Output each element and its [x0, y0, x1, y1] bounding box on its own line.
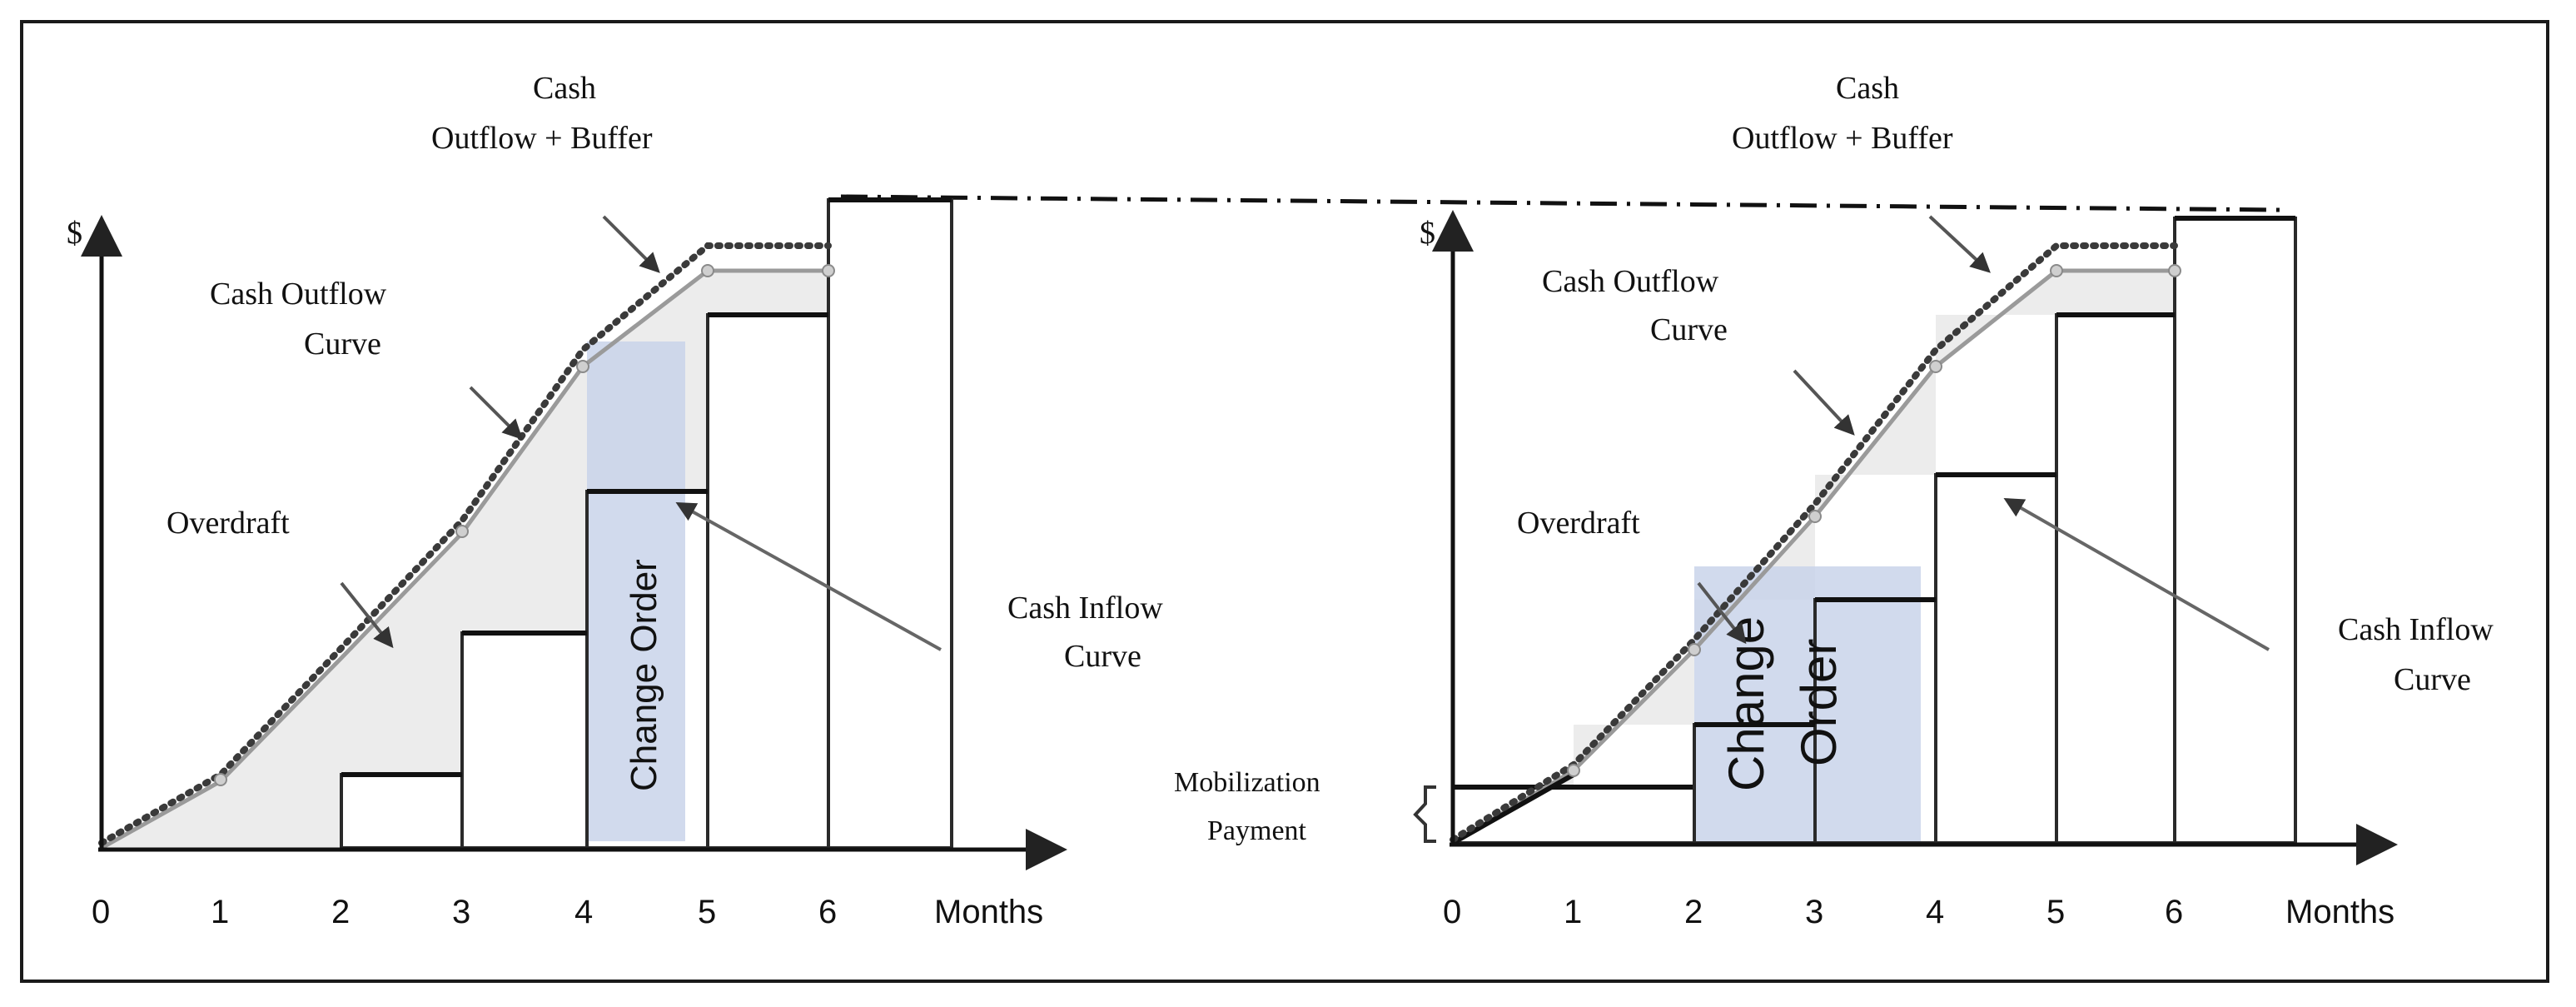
left-x-tick: 0	[92, 894, 110, 930]
right-change-order-label-word2: Order	[1791, 639, 1847, 766]
left-buffer-label-line2: Outflow + Buffer	[431, 121, 653, 156]
right-x-tick: 5	[2046, 894, 2065, 930]
left-inflow-bar-month-3	[460, 631, 589, 850]
right-x-tick: 2	[1684, 894, 1703, 930]
right-inflow-label-line2: Curve	[2394, 662, 2471, 697]
left-inflow-pointer-arrow	[675, 502, 942, 651]
right-buffer-label-line2: Outflow + Buffer	[1732, 121, 1953, 156]
right-overdraft-label: Overdraft	[1517, 506, 1640, 541]
left-x-tick: 5	[698, 894, 716, 930]
left-x-axis-label: Months	[934, 894, 1043, 930]
left-x-tick: 2	[331, 894, 350, 930]
right-outflow-node	[1567, 764, 1580, 777]
right-x-tick: 0	[1443, 894, 1461, 930]
left-outflow-node	[576, 360, 589, 373]
left-outflow-node	[822, 264, 835, 277]
right-outflow-node	[2050, 264, 2063, 277]
right-outflow-node	[1808, 510, 1822, 523]
left-buffer-pointer-arrow	[602, 215, 660, 273]
left-y-axis-label: $	[67, 216, 82, 251]
left-overdraft-label: Overdraft	[167, 506, 290, 541]
left-panel: $ 0 1 2 3 4 5 6 Months Cash Outflow + Bu…	[67, 71, 1163, 930]
left-outflow-pointer-arrow	[469, 386, 523, 440]
left-overdraft-pointer-arrow	[340, 581, 394, 649]
left-outflow-label-line2: Curve	[304, 327, 381, 361]
right-outflow-node	[1688, 643, 1701, 656]
left-inflow-label-line2: Curve	[1064, 639, 1141, 674]
right-panel: $ 0 1 2 3 4 5 6 Months Cash Outflow + Bu…	[1174, 71, 2494, 930]
right-inflow-bar-month-4	[1934, 473, 2058, 845]
right-outflow-node	[1929, 360, 1942, 373]
right-inflow-bar-month-5	[2055, 313, 2176, 845]
right-buffer-label-line1: Cash	[1836, 71, 1899, 106]
right-mobilization-label-line2: Payment	[1207, 815, 1307, 846]
left-outflow-label-line1: Cash Outflow	[210, 277, 387, 312]
right-mobilization-label-line1: Mobilization	[1174, 767, 1320, 798]
left-x-tick: 3	[452, 894, 470, 930]
right-outflow-node	[2168, 264, 2181, 277]
right-x-tick: 6	[2165, 894, 2183, 930]
right-mobilization-brace	[1413, 785, 1436, 843]
right-buffer-pointer-arrow	[1928, 215, 1991, 273]
right-inflow-label-line1: Cash Inflow	[2338, 612, 2494, 647]
left-change-order-label: Change Order	[624, 559, 664, 791]
left-change-order-block	[587, 341, 685, 841]
left-buffer-label-line1: Cash	[533, 71, 596, 106]
right-inflow-bar-month-6	[2173, 217, 2297, 845]
right-x-tick: 1	[1564, 894, 1582, 930]
right-x-axis-label: Months	[2285, 894, 2394, 930]
left-x-tick: 6	[818, 894, 837, 930]
right-outflow-pointer-arrow	[1793, 369, 1855, 436]
right-outflow-label-line1: Cash Outflow	[1542, 264, 1719, 299]
left-inflow-bar-month-5	[706, 313, 830, 850]
maximum-level-dashdot-line	[840, 194, 2282, 212]
left-x-tick: 4	[574, 894, 593, 930]
right-change-order-label-word1: Change	[1718, 616, 1774, 791]
right-overdraft-region	[1453, 271, 2175, 843]
left-inflow-bar-month-2	[340, 773, 464, 850]
left-outflow-node	[701, 264, 714, 277]
left-outflow-node	[455, 525, 469, 538]
right-inflow-pointer-arrow	[2003, 498, 2270, 651]
left-outflow-node	[214, 773, 227, 786]
right-x-tick: 3	[1805, 894, 1823, 930]
right-x-tick: 4	[1926, 894, 1944, 930]
left-inflow-label-line1: Cash Inflow	[1007, 591, 1163, 626]
right-y-axis-label: $	[1420, 216, 1435, 251]
right-initial-outflow-segment	[1451, 772, 1575, 845]
left-x-tick: 1	[211, 894, 229, 930]
right-overdraft-pointer-arrow	[1697, 581, 1747, 645]
right-change-order-block	[1694, 566, 1921, 841]
left-inflow-bar-month-6	[827, 198, 953, 850]
right-outflow-label-line2: Curve	[1650, 312, 1728, 347]
